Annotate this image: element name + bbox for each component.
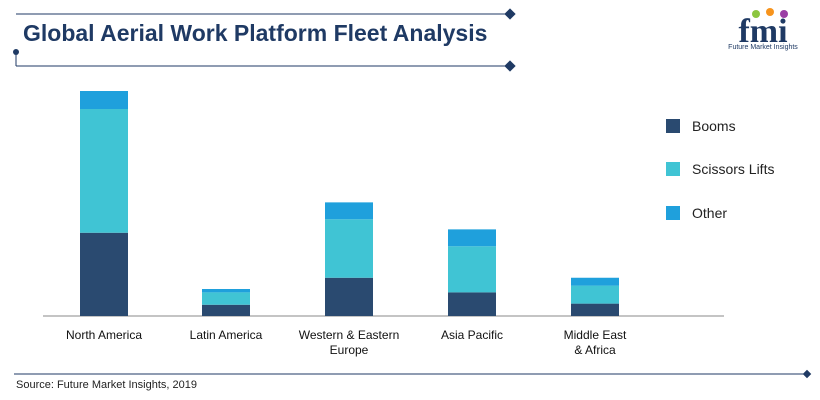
- x-tick-label-line: & Africa: [574, 343, 616, 357]
- bar-other-2: [325, 202, 373, 220]
- bar-other-0: [80, 91, 128, 109]
- fmi-logo-icon: fmi: [738, 8, 788, 50]
- bar-scissors-lifts-0: [80, 109, 128, 233]
- bar-other-1: [202, 289, 250, 293]
- bar-scissors-lifts-2: [325, 219, 373, 278]
- x-tick-label: Asia Pacific: [407, 328, 537, 343]
- fmi-logo-lettering: fmi: [738, 13, 787, 46]
- logo-subtitle: Future Market Insights: [728, 44, 798, 51]
- legend-swatch-booms: [666, 119, 680, 133]
- bar-booms-3: [448, 292, 496, 316]
- source-note: Source: Future Market Insights, 2019: [16, 379, 197, 391]
- bar-booms-1: [202, 304, 250, 316]
- bar-group: [80, 91, 619, 316]
- legend-label-scissors-lifts: Scissors Lifts: [692, 161, 775, 177]
- bar-scissors-lifts-3: [448, 246, 496, 293]
- x-tick-label-line: Europe: [329, 343, 369, 357]
- bar-booms-4: [571, 303, 619, 316]
- legend-swatch-scissors-lifts: [666, 162, 680, 176]
- bar-other-3: [448, 229, 496, 247]
- header-diamond-bottom: [504, 60, 516, 72]
- x-tick-label: North America: [39, 328, 169, 343]
- header-dot: [13, 49, 19, 55]
- x-tick-label-line: North America: [65, 328, 143, 342]
- bar-booms-0: [80, 232, 128, 316]
- legend-label-booms: Booms: [692, 118, 736, 134]
- x-tick-label: Western & Eastern Europe: [284, 328, 414, 358]
- page-title: Global Aerial Work Platform Fleet Analys…: [23, 20, 488, 46]
- x-tick-label-line: Latin America: [189, 328, 263, 342]
- legend-item-booms[interactable]: Booms: [666, 118, 736, 134]
- legend-swatch-other: [666, 206, 680, 220]
- legend-item-scissors-lifts[interactable]: Scissors Lifts: [666, 161, 774, 177]
- x-tick-label: Latin America: [161, 328, 291, 343]
- x-tick-label-line: Asia Pacific: [440, 328, 504, 342]
- header-diamond-top: [504, 8, 516, 20]
- bar-scissors-lifts-1: [202, 292, 250, 305]
- legend-item-other[interactable]: Other: [666, 205, 727, 221]
- x-tick-label: Middle East & Africa: [530, 328, 660, 358]
- bar-booms-2: [325, 277, 373, 316]
- bar-other-4: [571, 277, 619, 286]
- legend-label-other: Other: [692, 205, 728, 221]
- footer-diamond: [802, 369, 812, 379]
- x-tick-label-line: Western & Eastern: [298, 328, 400, 342]
- x-tick-label-line: Middle East: [563, 328, 627, 342]
- bar-scissors-lifts-4: [571, 285, 619, 304]
- fmi-logo: fmi Future Market Insights: [718, 6, 808, 56]
